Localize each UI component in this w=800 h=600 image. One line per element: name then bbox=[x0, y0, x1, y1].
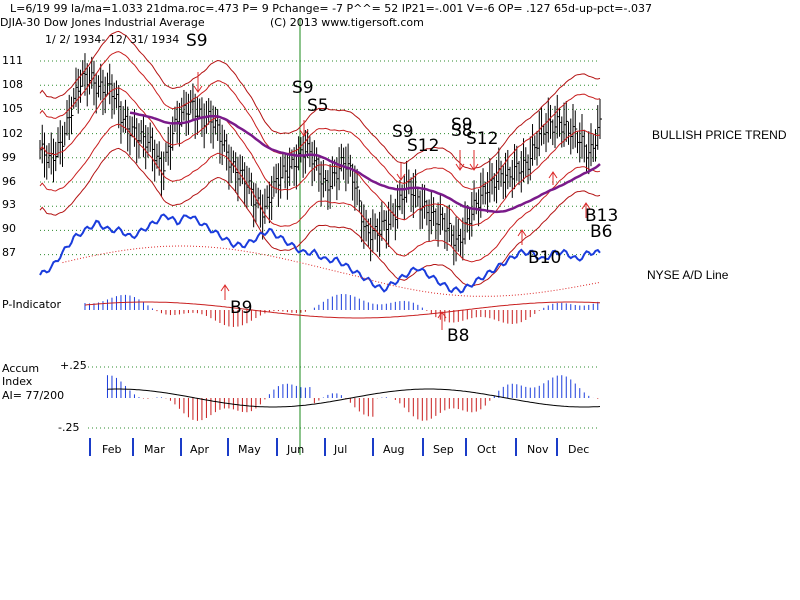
sell-arrowhead bbox=[396, 173, 406, 181]
chart-title: DJIA-30 Dow Jones Industrial Average bbox=[0, 16, 205, 29]
sell-arrowhead bbox=[469, 163, 479, 171]
signal-label: S9 bbox=[392, 122, 414, 142]
accum-plus-label: +.25 bbox=[60, 359, 87, 372]
buy-arrowhead bbox=[581, 202, 591, 210]
y-tick-label: 87 bbox=[2, 246, 16, 259]
ai-label: AI= 77/200 bbox=[2, 389, 65, 402]
month-label: Mar bbox=[144, 443, 165, 456]
signal-label: S12 bbox=[407, 136, 440, 156]
y-tick-label: 96 bbox=[2, 175, 16, 188]
buy-arrowhead bbox=[437, 311, 447, 319]
signal-label: S12 bbox=[466, 129, 499, 149]
outer-lower-band bbox=[39, 147, 601, 287]
date-range: 1/ 2/ 1934- 12/ 31/ 1934 bbox=[45, 33, 180, 46]
outer-upper-band bbox=[39, 30, 601, 170]
accum-label: Accum bbox=[2, 362, 40, 375]
month-label: Sep bbox=[433, 443, 454, 456]
y-tick-label: 93 bbox=[2, 198, 16, 211]
month-label: May bbox=[238, 443, 261, 456]
p-indicator-label: P-Indicator bbox=[2, 298, 61, 311]
month-label: Jul bbox=[334, 443, 348, 456]
nyse-ad-line bbox=[39, 213, 601, 294]
signal-label: S9 bbox=[451, 115, 473, 135]
upper-band bbox=[39, 51, 601, 190]
month-label: Oct bbox=[477, 443, 497, 456]
p-indicator-ma bbox=[84, 301, 601, 319]
signal-label: B6 bbox=[590, 222, 613, 242]
nyse-ad-label: NYSE A/D Line bbox=[647, 268, 729, 282]
y-tick-label: 90 bbox=[2, 222, 16, 235]
ma-21-line bbox=[39, 87, 601, 227]
month-label: Feb bbox=[102, 443, 122, 456]
header-stats: L=6/19 99 la/ma=1.033 21dma.roc=.473 P= … bbox=[10, 2, 652, 15]
month-label: Nov bbox=[527, 443, 549, 456]
month-label: Jun bbox=[287, 443, 305, 456]
buy-arrowhead bbox=[220, 284, 230, 292]
month-label: Aug bbox=[383, 443, 405, 456]
y-tick-label: 99 bbox=[2, 151, 16, 164]
month-label: Apr bbox=[190, 443, 210, 456]
accum-ma bbox=[107, 388, 601, 408]
index-label: Index bbox=[2, 375, 33, 388]
ma-65-line bbox=[129, 111, 601, 214]
sell-arrowhead bbox=[193, 85, 203, 93]
ad-ma-line bbox=[62, 245, 601, 297]
y-tick-label: 105 bbox=[2, 102, 23, 115]
signal-label: B8 bbox=[447, 326, 470, 346]
sell-arrowhead bbox=[455, 163, 465, 171]
copyright: (C) 2013 www.tigersoft.com bbox=[270, 16, 424, 29]
lower-band bbox=[39, 123, 601, 263]
signal-label: B10 bbox=[528, 248, 562, 268]
signal-label: S8 bbox=[451, 121, 473, 141]
signal-label: B13 bbox=[585, 206, 619, 226]
y-tick-label: 111 bbox=[2, 54, 23, 67]
buy-arrowhead bbox=[517, 229, 527, 237]
buy-arrowhead bbox=[548, 171, 558, 179]
signal-label: S9 bbox=[292, 78, 314, 98]
month-label: Dec bbox=[568, 443, 590, 456]
accum-minus-label: -.25 bbox=[58, 421, 80, 434]
y-tick-label: 108 bbox=[2, 78, 23, 91]
signal-label: S5 bbox=[307, 96, 329, 116]
signal-label: B9 bbox=[230, 298, 253, 318]
bullish-trend-label: BULLISH PRICE TREND bbox=[652, 128, 787, 142]
y-tick-label: 102 bbox=[2, 127, 23, 140]
signal-label: S9 bbox=[186, 31, 208, 51]
sell-arrowhead bbox=[299, 129, 309, 137]
